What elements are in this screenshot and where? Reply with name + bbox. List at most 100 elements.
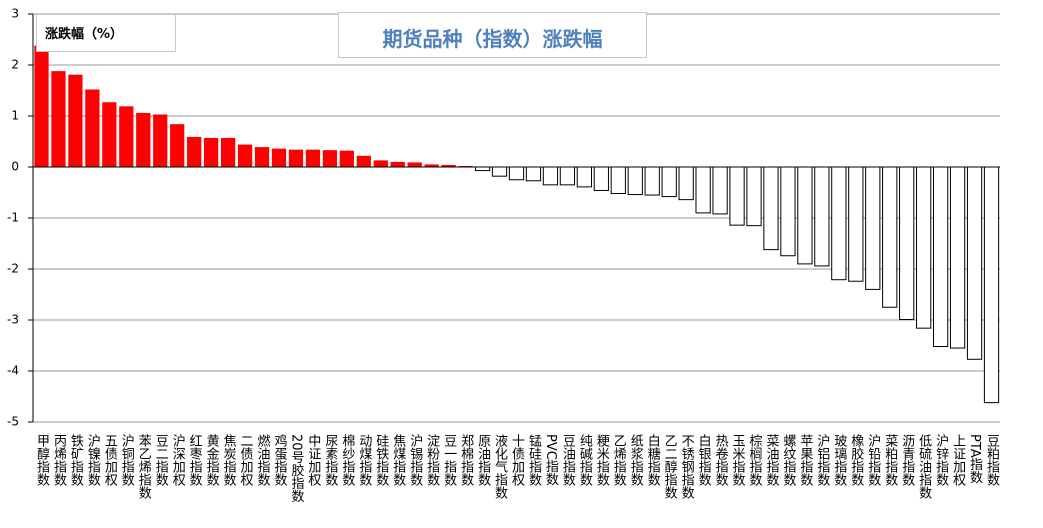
bar — [474, 166, 491, 172]
bar — [322, 150, 338, 167]
bar — [729, 166, 745, 226]
y-tick-label: -3 — [7, 313, 19, 327]
x-tick-label: 乙烯指数 — [610, 434, 626, 486]
bar — [916, 166, 932, 329]
x-tick-label: 沪锡指数 — [407, 434, 423, 486]
x-tick-label: 五债加权 — [101, 434, 117, 486]
x-tick-label: 鸡蛋指数 — [271, 434, 287, 486]
x-tick-label: 红枣指数 — [186, 434, 202, 486]
bar — [678, 166, 694, 201]
legend-box: 涨跌幅（%） — [36, 14, 176, 52]
y-tick-label: 0 — [11, 160, 19, 174]
x-tick-label: 菜油指数 — [763, 434, 779, 486]
bar — [508, 166, 525, 181]
x-tick-label: 中证加权 — [305, 434, 321, 486]
x-tick-label: 橡胶指数 — [848, 434, 864, 486]
bar — [814, 166, 830, 267]
x-tick-label: 锰硅指数 — [525, 434, 541, 486]
y-tick-label: -1 — [7, 211, 19, 225]
y-tick-label: -5 — [7, 415, 19, 429]
bar — [644, 166, 660, 196]
bar — [356, 155, 371, 167]
y-tick-label: -4 — [7, 364, 19, 378]
x-tick-label: 玻璃指数 — [831, 434, 847, 486]
title-box: 期货品种（指数）涨跌幅 — [338, 12, 647, 58]
x-tick-label: 豆粕指数 — [984, 434, 1000, 486]
bar — [865, 166, 881, 290]
bar — [441, 164, 456, 167]
x-tick-label: 燃油指数 — [254, 434, 270, 486]
x-tick-label: 豆一指数 — [441, 434, 457, 486]
bar — [542, 166, 559, 186]
x-tick-label: 沪铜指数 — [118, 434, 134, 486]
bar — [491, 166, 508, 177]
x-tick-label: 纸浆指数 — [627, 434, 643, 486]
x-tick-label: 淀粉指数 — [424, 434, 440, 486]
x-tick-label: 豆二指数 — [152, 434, 168, 486]
bar — [763, 166, 779, 251]
bar — [610, 166, 626, 195]
legend-label: 涨跌幅（%） — [45, 27, 124, 42]
bar — [932, 166, 949, 348]
x-tick-label: 白银指数 — [695, 434, 711, 486]
bar — [797, 166, 813, 265]
bar — [237, 144, 253, 167]
x-tick-label: 沪铝指数 — [814, 434, 830, 486]
bar — [68, 74, 83, 167]
x-tick-label: 尿素指数 — [322, 434, 338, 486]
y-tick-label: -2 — [7, 262, 19, 276]
y-tick-label: 1 — [11, 109, 19, 123]
bar — [119, 106, 134, 167]
x-tick-label: 上证加权 — [950, 434, 966, 486]
bar — [882, 166, 898, 308]
bar — [153, 114, 168, 167]
x-tick-label: 棕榈指数 — [746, 434, 762, 486]
x-tick-label: 沪深加权 — [169, 434, 185, 486]
bar — [51, 71, 66, 167]
bar — [695, 166, 711, 214]
x-tick-label: 二债加权 — [237, 434, 253, 486]
bar — [966, 166, 983, 360]
x-tick-label: 沥青指数 — [899, 434, 915, 486]
x-tick-label: 豆油指数 — [559, 434, 575, 486]
x-tick-label: 丙烯指数 — [50, 434, 66, 486]
x-tick-label: 沪铅指数 — [865, 434, 881, 486]
bar — [746, 166, 762, 227]
x-tick-label: 粳米指数 — [593, 434, 609, 486]
x-tick-label: 不锈钢指数 — [678, 434, 694, 499]
bar — [712, 166, 728, 215]
bar — [102, 102, 117, 167]
bar — [593, 166, 609, 191]
bar — [170, 124, 185, 167]
bar — [34, 45, 49, 168]
bar — [288, 149, 304, 167]
x-tick-label: 螺纹指数 — [780, 434, 796, 486]
x-tick-label: 棉纱指数 — [339, 434, 355, 486]
x-tick-label: 铁矿指数 — [67, 434, 83, 486]
bar — [271, 148, 287, 167]
x-tick-label: 沪镍指数 — [84, 434, 100, 486]
bar — [204, 137, 219, 167]
x-tick-label: 玉米指数 — [729, 434, 745, 486]
x-tick-label: 纯碱指数 — [576, 434, 592, 486]
bar — [85, 89, 100, 167]
x-tick-label: 液化气指数 — [492, 434, 508, 499]
bar — [136, 112, 151, 167]
x-tick-label: 苹果指数 — [797, 434, 813, 486]
x-tick-label: 硅铁指数 — [373, 434, 389, 486]
x-tick-label: 郑棉指数 — [458, 434, 474, 486]
x-tick-label: 甲醇指数 — [33, 434, 49, 486]
x-tick-label: 焦炭指数 — [220, 434, 236, 486]
bar — [627, 166, 643, 196]
x-tick-label: 十债加权 — [509, 434, 524, 486]
bar — [525, 166, 542, 182]
bar — [187, 136, 202, 167]
y-tick-label: 2 — [11, 58, 19, 72]
x-tick-label: 20号胶指数 — [288, 434, 304, 503]
bar — [661, 166, 677, 198]
x-tick-label: 热卷指数 — [712, 434, 728, 486]
chart-title: 期货品种（指数）涨跌幅 — [382, 27, 603, 51]
bar — [983, 166, 1000, 404]
